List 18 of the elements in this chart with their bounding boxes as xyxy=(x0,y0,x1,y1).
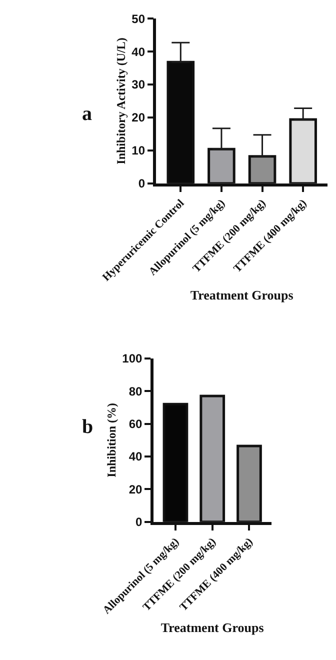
y-tick-label: 0 xyxy=(136,515,143,530)
y-tick-label: 50 xyxy=(132,12,146,26)
y-tick-label: 20 xyxy=(132,110,146,125)
y-tick-label: 0 xyxy=(138,176,146,191)
x-axis-title: Treatment Groups xyxy=(160,620,264,636)
y-tick-label: 30 xyxy=(132,78,146,92)
y-tick-label: 40 xyxy=(132,44,146,59)
y-tick-label: 80 xyxy=(128,384,143,398)
y-axis-title: Inhibitory Activity (U/L) xyxy=(114,38,128,164)
x-axis-title: Treatment Groups xyxy=(190,287,294,302)
y-tick-label: 60 xyxy=(128,417,143,432)
y-axis-title: Inhibition (%) xyxy=(104,402,118,478)
y-tick-label: 10 xyxy=(132,144,146,158)
y-tick-label: 40 xyxy=(128,450,143,464)
text: b xyxy=(82,416,94,438)
y-tick-label: 100 xyxy=(122,352,143,366)
y-tick-label: 20 xyxy=(128,482,143,496)
text: a xyxy=(82,103,92,125)
